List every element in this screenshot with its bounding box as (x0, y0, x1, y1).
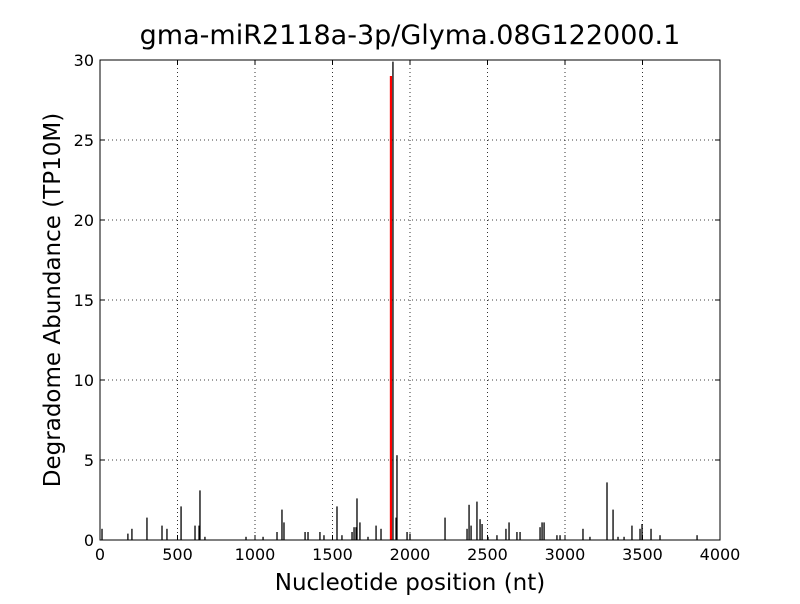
x-tick-label: 0 (95, 545, 105, 564)
y-tick-label: 0 (84, 531, 94, 550)
plot-frame (99, 59, 721, 541)
x-tick-label: 3000 (545, 545, 586, 564)
chart-title: gma-miR2118a-3p/Glyma.08G122000.1 (140, 20, 681, 51)
y-tick-label: 25 (74, 131, 94, 150)
x-tick-label: 2000 (390, 545, 431, 564)
x-tick-label: 2500 (467, 545, 508, 564)
y-tick-label: 15 (74, 291, 94, 310)
x-tick-label: 3500 (622, 545, 663, 564)
y-axis-label: Degradome Abundance (TP10M) (40, 113, 66, 487)
y-tick-label: 5 (84, 451, 94, 470)
y-tick-label: 30 (74, 51, 94, 70)
x-tick-label: 1500 (312, 545, 353, 564)
x-axis-label: Nucleotide position (nt) (275, 570, 545, 596)
x-tick-label: 1000 (235, 545, 276, 564)
y-tick-label: 10 (74, 371, 94, 390)
x-tick-label: 4000 (700, 545, 741, 564)
y-tick-label: 20 (74, 211, 94, 230)
x-tick-label: 500 (162, 545, 193, 564)
